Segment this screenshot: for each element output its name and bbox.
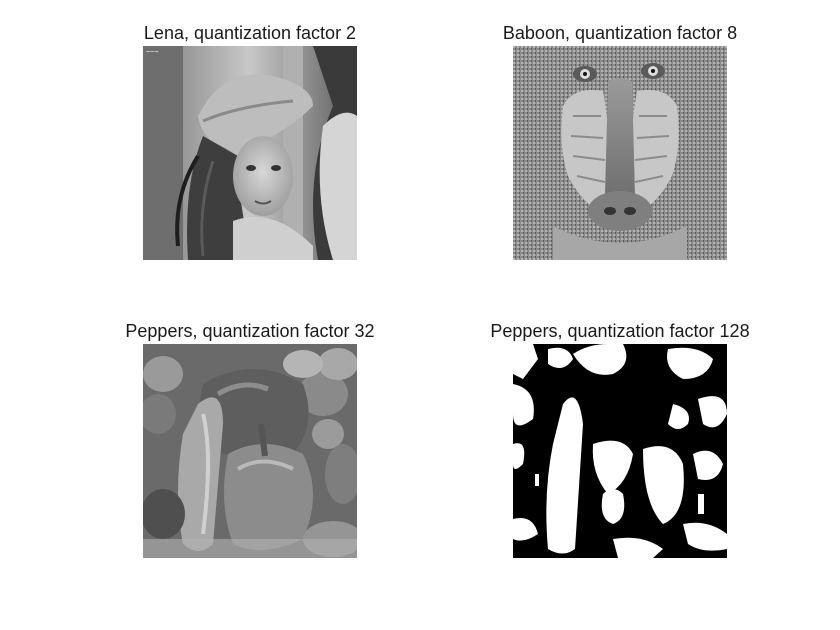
subplot-title: Peppers, quantization factor 128 xyxy=(490,321,750,341)
lena-image: ~~~ xyxy=(143,46,357,260)
peppers-binary-image xyxy=(513,344,727,558)
baboon-photo xyxy=(513,46,727,260)
peppers-photo xyxy=(143,344,357,558)
peppers-photo-binary xyxy=(513,344,727,558)
subplot-title: Peppers, quantization factor 32 xyxy=(125,321,375,341)
peppers-image xyxy=(143,344,357,558)
lena-photo: ~~~ xyxy=(143,46,357,260)
svg-text:~~~: ~~~ xyxy=(146,48,159,56)
subplot-title: Lena, quantization factor 2 xyxy=(143,23,357,43)
subplot-title: Baboon, quantization factor 8 xyxy=(502,23,738,43)
baboon-image xyxy=(513,46,727,260)
